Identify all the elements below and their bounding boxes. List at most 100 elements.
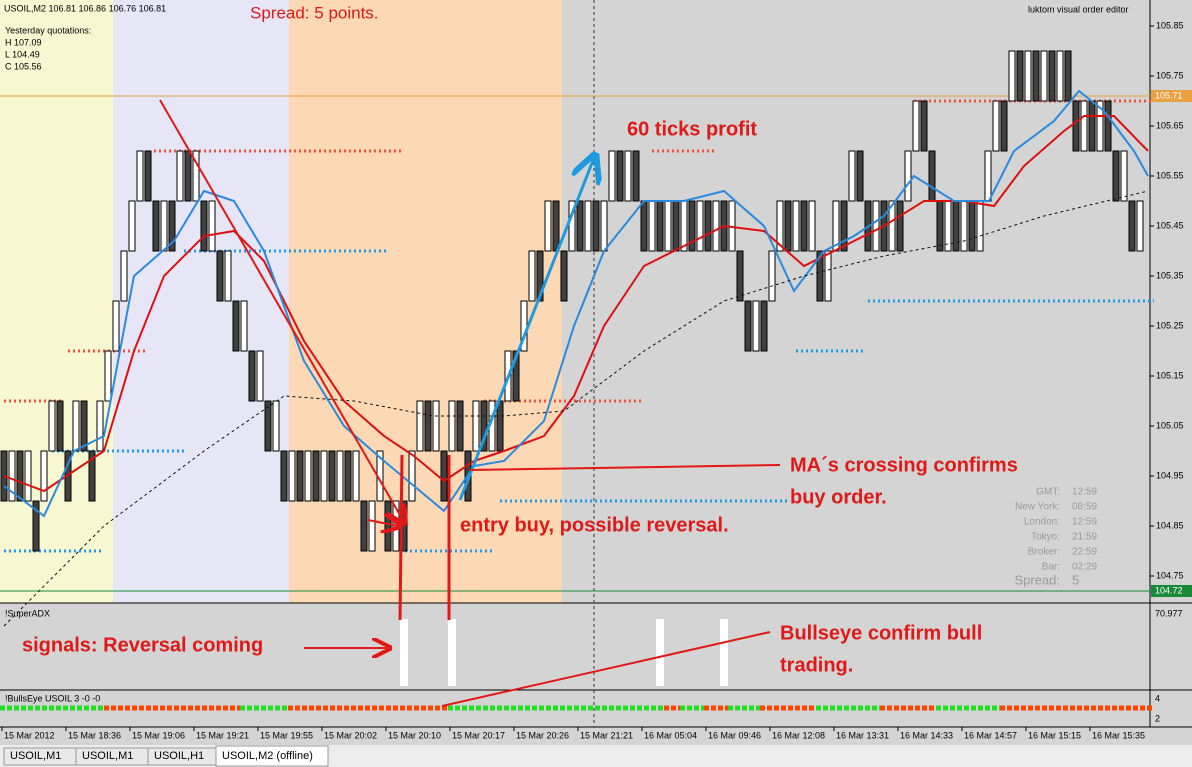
brick [760,300,768,352]
brick [1088,100,1096,152]
annotation: buy order. [790,486,887,508]
brick [736,250,744,302]
brick [568,200,576,252]
high: H 107.09 [5,37,42,47]
brick [56,400,64,452]
brick [1016,50,1024,102]
brick [600,200,608,252]
brick [992,100,1000,152]
brick [800,200,808,252]
brick [936,200,944,252]
brick [912,100,920,152]
brick [984,150,992,202]
brick [88,450,96,502]
brick [744,300,752,352]
moving-average [3,115,1149,493]
adx-bar [448,619,456,686]
info-value: 08:59 [1072,502,1097,513]
callout-line [441,631,771,707]
brick [1048,50,1056,102]
brick [928,150,936,202]
brick [1128,200,1136,252]
brick [552,200,560,252]
price-label-box [1151,90,1192,102]
adx-bar [656,619,664,686]
info-value: 12:59 [1072,517,1097,528]
y-tick-label: 105.25 [1156,320,1184,330]
brick [416,400,424,452]
brick [944,200,952,252]
price-label: 104.72 [1155,585,1183,595]
brick [96,400,104,452]
low: L 104.49 [5,49,40,59]
brick [1080,100,1088,152]
spread: Spread: 5 points. [250,3,379,22]
info-value: 5 [1072,572,1079,587]
brick [768,250,776,302]
brick [560,250,568,302]
brick [272,400,280,452]
brick [136,150,144,202]
brick [688,200,696,252]
brick [792,200,800,252]
brick [128,200,136,252]
x-tick-label: 15 Mar 18:36 [68,730,121,740]
brick [1096,100,1104,152]
brick [104,350,112,402]
brick [360,500,368,552]
y-tick-label: 104.75 [1156,570,1184,580]
brick [952,200,960,252]
brick [528,250,536,302]
x-tick-label: 16 Mar 14:33 [900,730,953,740]
brick [784,200,792,252]
brick [544,200,552,252]
brick [1056,50,1064,102]
brick [624,150,632,202]
brick [536,250,544,302]
x-tick-label: 15 Mar 20:02 [324,730,377,740]
info-label: Bar: [1042,562,1060,573]
brick [640,200,648,252]
x-tick-label: 15 Mar 19:06 [132,730,185,740]
brick [1064,50,1072,102]
adx-bar [720,619,728,686]
brick [448,400,456,452]
tab-label[interactable]: USOIL,M1 [82,750,133,762]
x-tick-label: 16 Mar 13:31 [836,730,889,740]
x-tick-label: 16 Mar 15:15 [1028,730,1081,740]
brick [264,400,272,452]
brick [472,400,480,452]
adx-bar [400,619,408,686]
brick [160,200,168,252]
y-tick-label: 105.35 [1156,270,1184,280]
tab-label[interactable]: USOIL,H1 [154,750,204,762]
tab[interactable] [215,745,329,767]
info-value: 22:59 [1072,547,1097,558]
tab-label[interactable]: USOIL,M2 (offline) [222,750,313,762]
brick [1032,50,1040,102]
brick [304,450,312,502]
brick [8,450,16,502]
x-tick-label: 15 Mar 2012 [4,730,55,740]
brick [176,150,184,202]
info-label: Tokyo: [1031,532,1060,543]
brick [80,400,88,452]
annotation: signals: Reversal coming [22,634,263,656]
moving-average [3,89,1149,518]
price-label: 105.71 [1155,90,1183,100]
brick [960,200,968,252]
brick [1112,150,1120,202]
brick [648,200,656,252]
y-tick-label: 104.85 [1156,520,1184,530]
brick [848,150,856,202]
brick [576,200,584,252]
brick [904,150,912,202]
annotation: entry buy, possible reversal. [460,514,729,536]
brick [808,200,816,252]
brick [112,300,120,352]
brick [816,250,824,302]
price-label-box [1151,585,1192,597]
tab-label[interactable]: USOIL,M1 [10,750,61,762]
brick [32,500,40,552]
brick [184,150,192,202]
